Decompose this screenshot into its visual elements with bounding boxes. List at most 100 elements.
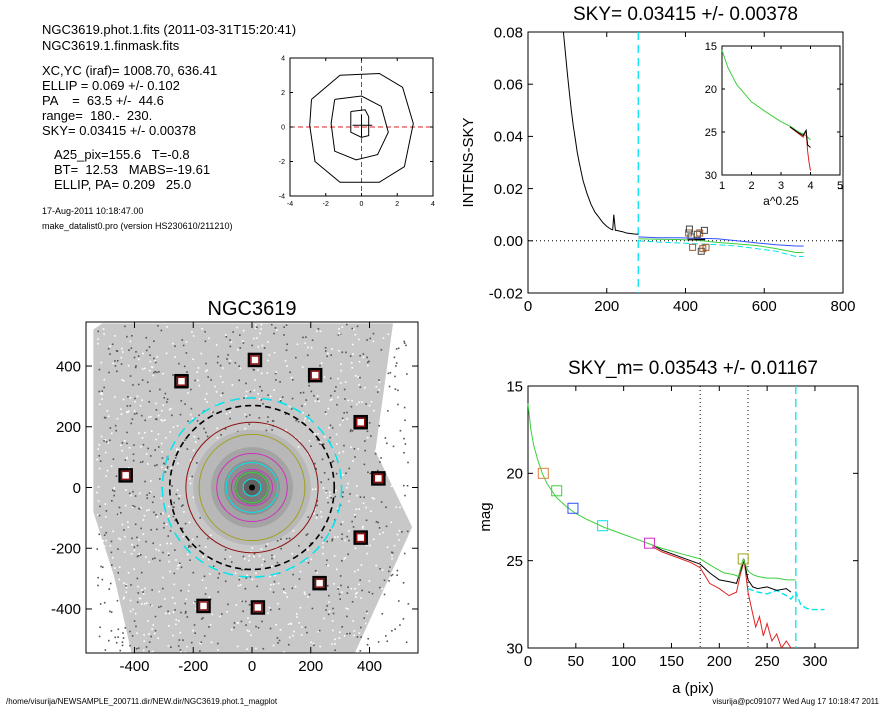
noise-speck — [351, 429, 354, 432]
noise-speck — [355, 485, 358, 487]
noise-speck — [141, 368, 144, 370]
noise-speck — [285, 537, 288, 540]
isophote-ellipse — [235, 471, 269, 504]
noise-speck — [343, 411, 345, 414]
noise-speck — [349, 493, 351, 495]
noise-speck — [390, 574, 393, 577]
noise-speck — [307, 414, 310, 417]
mag-x-label: 150 — [659, 653, 684, 670]
noise-speck — [194, 600, 196, 603]
noise-speck — [114, 365, 117, 367]
noise-speck — [290, 376, 293, 379]
noise-speck — [185, 610, 187, 613]
noise-speck — [123, 440, 126, 442]
noise-speck — [143, 431, 146, 434]
noise-speck — [308, 419, 311, 422]
noise-speck — [337, 377, 339, 380]
noise-speck — [183, 365, 186, 368]
noise-speck — [140, 445, 142, 448]
noise-speck — [121, 347, 123, 350]
noise-speck — [107, 415, 110, 418]
noise-speck — [238, 365, 240, 367]
noise-speck — [145, 453, 148, 455]
noise-speck — [172, 634, 174, 637]
noise-speck — [144, 419, 146, 422]
noise-speck — [172, 515, 175, 518]
noise-speck — [391, 355, 393, 357]
noise-speck — [401, 531, 403, 533]
noise-speck — [404, 435, 407, 438]
noise-speck — [305, 399, 308, 401]
noise-speck — [126, 405, 129, 407]
noise-speck — [369, 510, 372, 513]
noise-speck — [105, 441, 108, 443]
noise-speck — [236, 326, 238, 329]
noise-speck — [273, 555, 276, 558]
noise-speck — [307, 561, 310, 564]
noise-speck — [220, 434, 222, 436]
noise-speck — [105, 531, 108, 534]
noise-speck — [245, 577, 248, 579]
noise-speck — [116, 417, 119, 420]
noise-speck — [335, 386, 337, 388]
noise-speck — [361, 527, 364, 529]
noise-speck — [395, 506, 398, 509]
noise-speck — [366, 361, 369, 364]
noise-speck — [407, 579, 409, 581]
noise-speck — [122, 351, 124, 353]
noise-speck — [132, 505, 134, 507]
noise-speck — [149, 491, 152, 493]
noise-speck — [321, 458, 324, 461]
noise-speck — [279, 400, 282, 402]
noise-speck — [400, 339, 402, 341]
noise-speck — [110, 564, 113, 566]
noise-speck — [140, 507, 142, 509]
noise-speck — [265, 429, 268, 432]
noise-speck — [302, 411, 304, 414]
noise-speck — [314, 569, 317, 572]
noise-speck — [355, 374, 357, 377]
noise-speck — [245, 382, 247, 385]
noise-speck — [104, 581, 107, 584]
noise-speck — [157, 414, 160, 417]
noise-speck — [336, 403, 338, 406]
isophote-box-marker — [643, 537, 655, 549]
noise-speck — [199, 642, 201, 645]
noise-speck — [105, 539, 107, 542]
noise-speck — [101, 578, 104, 581]
noise-speck — [165, 523, 168, 526]
noise-speck — [284, 360, 287, 362]
noise-speck — [178, 563, 181, 566]
image-y-label: 400 — [56, 358, 81, 375]
noise-speck — [228, 362, 231, 365]
noise-speck — [133, 356, 136, 359]
noise-speck — [336, 536, 339, 538]
fits-filename: NGC3619.phot.1.fits (2011-03-31T15:20:41… — [42, 22, 297, 37]
noise-speck — [372, 340, 375, 343]
noise-speck — [229, 411, 231, 413]
noise-speck — [98, 467, 101, 470]
noise-speck — [217, 355, 220, 358]
image-y-label: -400 — [51, 601, 81, 618]
noise-speck — [307, 596, 309, 598]
noise-speck — [156, 356, 159, 358]
noise-speck — [112, 530, 114, 533]
noise-speck — [347, 553, 350, 556]
noise-speck — [343, 444, 345, 447]
noise-speck — [243, 568, 246, 571]
noise-speck — [208, 626, 210, 628]
noise-speck — [355, 508, 358, 511]
noise-speck — [193, 601, 195, 604]
noise-speck — [341, 626, 344, 628]
noise-speck — [327, 501, 329, 504]
noise-speck — [148, 641, 151, 643]
noise-speck — [354, 547, 357, 549]
noise-speck — [354, 588, 356, 590]
noise-speck — [158, 590, 161, 593]
noise-speck — [358, 632, 361, 634]
mag-green-line — [527, 403, 796, 581]
noise-speck — [338, 593, 341, 596]
noise-speck — [341, 533, 344, 536]
noise-speck — [376, 391, 379, 393]
noise-speck — [288, 405, 291, 408]
